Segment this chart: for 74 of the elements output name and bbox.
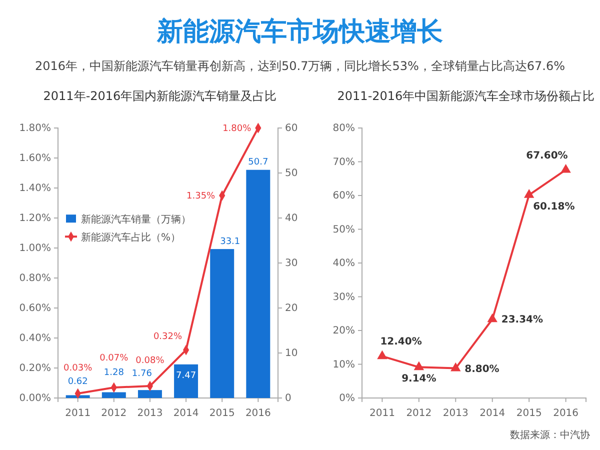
chart-title: 2011年-2016年国内新能源汽车销量及占比 (43, 89, 277, 103)
x-tick-label: 2011 (369, 408, 395, 419)
text: 新能源汽车市场快速增长 (156, 17, 443, 47)
data-label: 1.80% (222, 124, 252, 134)
data-label: 0.03% (64, 363, 93, 374)
data-label: 50.7 (248, 158, 268, 168)
y-tick-label: 1.40% (19, 183, 51, 194)
y-tick-label: 0.60% (19, 303, 51, 314)
x-tick-label: 2016 (553, 408, 579, 419)
point (377, 350, 388, 360)
y2-tick-label: 10 (285, 348, 298, 360)
bar (138, 390, 162, 398)
bar (174, 364, 198, 398)
y-tick-label: 1.60% (19, 153, 51, 164)
x-tick-label: 2014 (480, 408, 506, 419)
y-tick-label: 20% (332, 326, 355, 337)
y2-tick-label: 60 (285, 123, 298, 134)
y-tick-label: 0.80% (19, 273, 51, 284)
data-label: 0.62 (68, 376, 88, 387)
data-label: 9.14% (402, 374, 436, 385)
point (487, 313, 498, 322)
legend-label: 新能源汽车销量（万辆） (81, 214, 191, 226)
data-label: 1.28 (104, 368, 124, 378)
x-tick-label: 2014 (173, 408, 199, 419)
x-tick-label: 2011 (65, 408, 91, 419)
text: 2016年，中国新能源汽车销量再创新高，达到50.7万辆，同比增长53%，全球销量占比高达67.6% (34, 59, 566, 73)
data-label: 0.08% (136, 356, 165, 366)
x-tick-label: 2013 (442, 408, 468, 419)
point (524, 189, 534, 198)
y-tick-label: 1.00% (19, 243, 51, 254)
y2-tick-label: 0 (285, 393, 292, 404)
data-label: 7.47 (176, 370, 196, 381)
x-tick-label: 2016 (245, 408, 271, 419)
y-tick-label: 0.00% (19, 393, 51, 404)
y-tick-label: 80% (332, 123, 355, 134)
data-label: 0.07% (100, 353, 129, 364)
data-label: 60.18% (533, 201, 575, 212)
bar (102, 392, 126, 398)
y-tick-label: 10% (332, 359, 355, 370)
x-tick-label: 2013 (137, 408, 163, 419)
y-tick-label: 0.40% (19, 333, 51, 344)
data-label: 1.76 (132, 368, 152, 379)
y-tick-label: 60% (332, 190, 355, 202)
point (560, 164, 571, 173)
data-label: 0.32% (153, 332, 182, 342)
y-tick-label: 1.80% (19, 123, 51, 134)
y-tick-label: 50% (332, 224, 355, 236)
chart-title: 2011-2016年中国新能源汽车全球市场份额占比 (337, 89, 595, 103)
x-tick-label: 2012 (406, 408, 432, 419)
y-tick-label: 70% (332, 156, 355, 168)
bar (210, 249, 234, 398)
source-note: 数据来源：中汽协 (510, 429, 590, 441)
data-label: 67.60% (526, 150, 568, 162)
y-tick-label: 0.20% (19, 363, 51, 374)
point (414, 361, 424, 370)
y-tick-label: 1.20% (19, 213, 51, 224)
x-tick-label: 2015 (209, 408, 235, 419)
legend-label: 新能源汽车占比（%） (81, 232, 181, 244)
y-tick-label: 40% (332, 258, 355, 270)
data-label: 33.1 (220, 236, 240, 247)
y-tick-label: 30% (332, 292, 355, 303)
y2-tick-label: 20 (285, 303, 298, 314)
y2-tick-label: 50 (285, 168, 298, 180)
data-label: 12.40% (380, 336, 422, 348)
y2-tick-label: 30 (285, 258, 298, 270)
data-label: 1.35% (186, 192, 216, 202)
data-label: 8.80% (464, 364, 500, 375)
data-label: 23.34% (501, 314, 544, 326)
point (450, 362, 461, 372)
x-tick-label: 2012 (101, 408, 127, 419)
bar (246, 170, 270, 398)
y2-tick-label: 40 (285, 213, 298, 224)
x-tick-label: 2015 (516, 408, 542, 419)
y-tick-label: 0% (339, 393, 355, 404)
